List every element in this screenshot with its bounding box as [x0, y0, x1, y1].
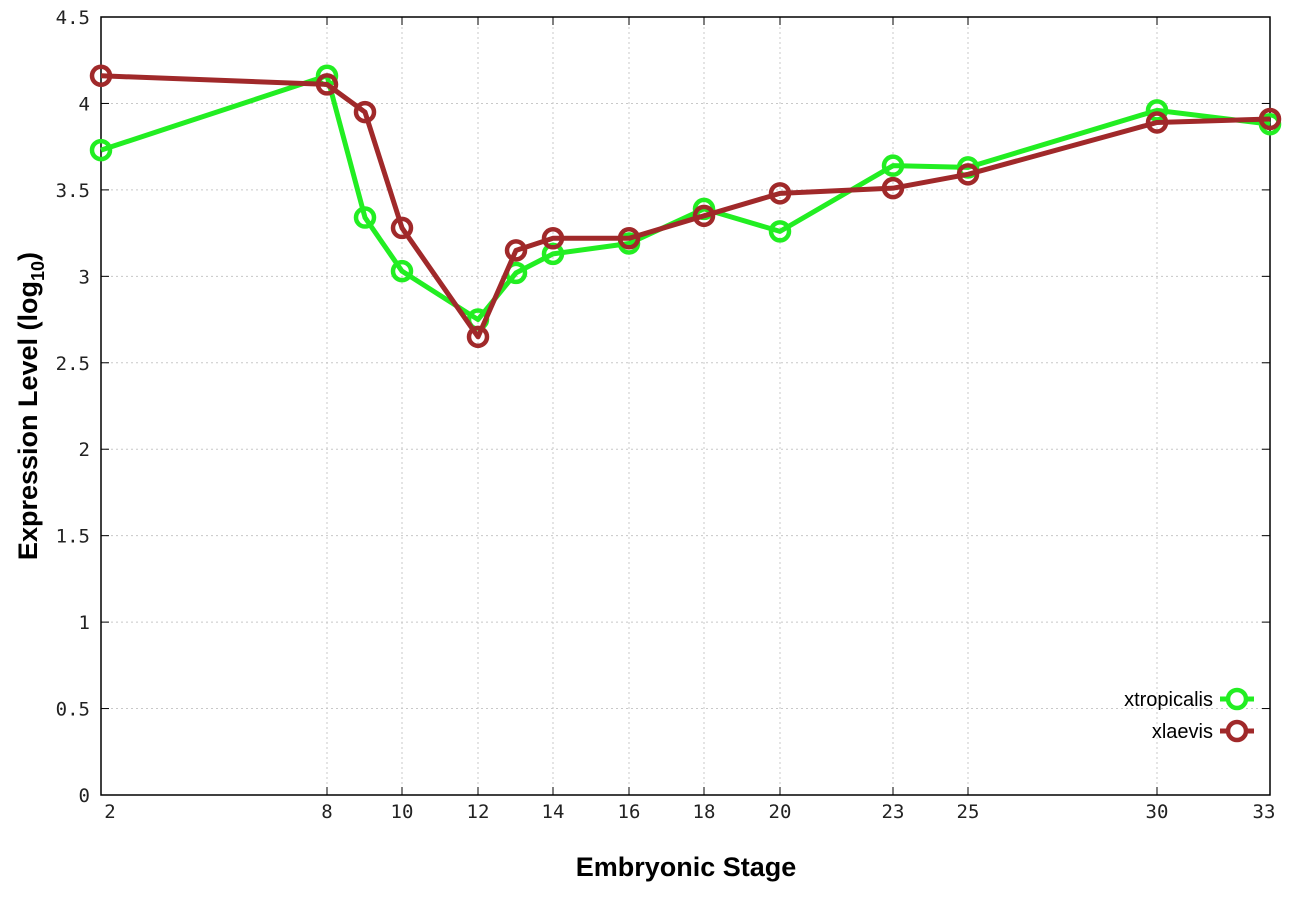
y-tick-label: 3: [79, 266, 90, 288]
data-point-xlaevis: [504, 239, 528, 262]
x-tick-label: 8: [321, 801, 332, 823]
series-xtropicalis: [89, 64, 1282, 331]
data-point-xlaevis: [617, 227, 641, 250]
axis-ticks: [100, 16, 1271, 796]
series-line-xtropicalis: [100, 73, 1271, 323]
x-tick-label: 20: [769, 801, 792, 823]
data-point-xtropicalis: [390, 259, 414, 283]
y-axis-title-suffix: ): [13, 252, 43, 261]
x-tick-label: 18: [693, 801, 716, 823]
x-axis-tick-labels: 2 8 10 12 14 16 18 20 23 25 30 33: [104, 801, 1275, 823]
data-point-xtropicalis: [881, 154, 905, 177]
y-tick-label: 1.5: [56, 526, 90, 548]
data-point-xlaevis: [89, 64, 113, 88]
data-point-xlaevis: [1145, 111, 1169, 134]
series: [89, 64, 1282, 349]
data-point-xlaevis: [881, 176, 905, 200]
data-point-xlaevis: [353, 100, 377, 124]
data-point-xlaevis: [390, 216, 414, 240]
data-point-xlaevis: [956, 163, 980, 186]
y-axis-title: Expression Level (log10): [13, 252, 48, 560]
y-tick-label: 3.5: [56, 180, 90, 202]
y-tick-label: 4.5: [56, 7, 90, 29]
x-tick-label: 10: [391, 801, 414, 823]
legend: xtropicalis xlaevis: [1124, 687, 1254, 743]
x-tick-label: 23: [882, 801, 905, 823]
x-tick-label: 14: [542, 801, 565, 823]
series-line-xlaevis: [100, 73, 1271, 340]
x-tick-label: 16: [618, 801, 641, 823]
y-tick-label: 4: [79, 93, 90, 115]
y-axis-title-subscript: 10: [28, 261, 48, 281]
data-point-xtropicalis: [353, 206, 377, 229]
data-point-xlaevis: [1258, 107, 1282, 131]
series-xlaevis: [89, 64, 1282, 349]
y-axis-title-main: Expression Level (log: [13, 281, 43, 560]
data-point-xlaevis: [541, 227, 565, 250]
x-tick-label: 2: [104, 801, 115, 823]
legend-marker-xlaevis: [1225, 719, 1249, 743]
y-tick-label: 2.5: [56, 353, 90, 375]
data-point-xtropicalis: [768, 220, 792, 243]
y-tick-label: 0.5: [56, 699, 90, 721]
data-point-xlaevis: [466, 325, 490, 349]
data-point-xtropicalis: [89, 138, 113, 162]
data-point-xtropicalis: [1145, 99, 1169, 122]
legend-label-xlaevis: xlaevis: [1152, 721, 1213, 743]
x-tick-label: 12: [467, 801, 490, 823]
y-axis-tick-labels: 0 0.5 1 1.5 2 2.5 3 3.5 4 4.5: [56, 7, 90, 807]
legend-marker-xtropicalis: [1225, 687, 1249, 711]
x-axis-title: Embryonic Stage: [576, 852, 797, 882]
y-tick-label: 0: [79, 785, 90, 807]
x-tick-label: 30: [1146, 801, 1169, 823]
y-tick-label: 2: [79, 439, 90, 461]
data-point-xlaevis: [768, 182, 792, 205]
data-point-xtropicalis: [541, 242, 565, 266]
data-point-xlaevis: [315, 73, 339, 96]
legend-label-xtropicalis: xtropicalis: [1124, 689, 1213, 711]
x-tick-label: 25: [957, 801, 980, 823]
data-point-xlaevis: [692, 204, 716, 228]
plot-frame: [100, 16, 1271, 796]
y-tick-label: 1: [79, 612, 90, 634]
x-tick-label: 33: [1253, 801, 1276, 823]
grid: [101, 17, 1270, 795]
